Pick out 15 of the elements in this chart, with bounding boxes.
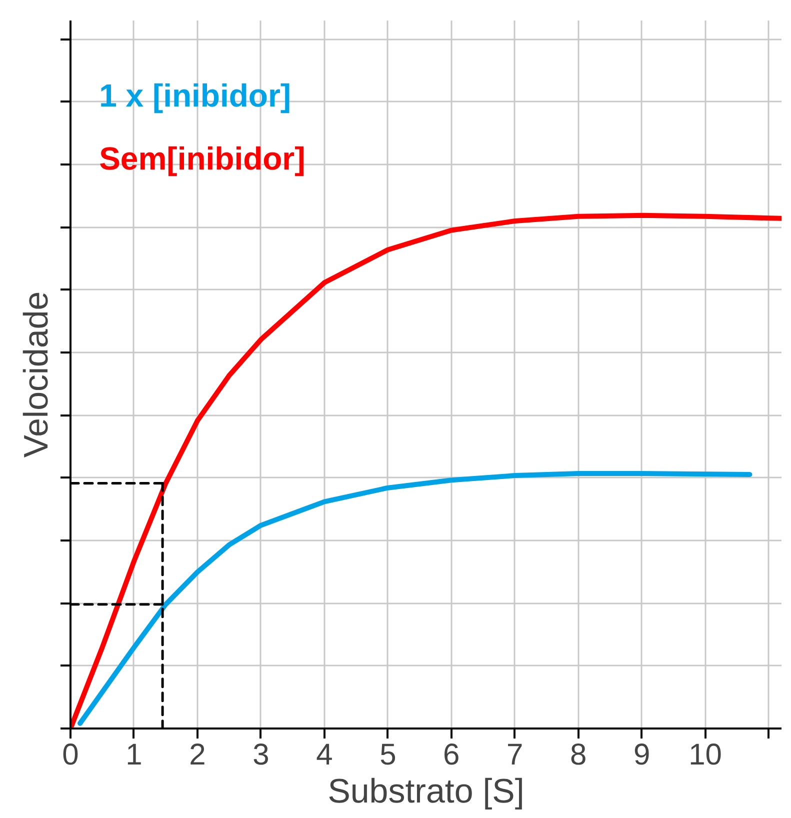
x-tick-label: 0 [62, 738, 79, 772]
x-tick-label: 10 [688, 738, 722, 772]
x-tick-label: 4 [316, 738, 333, 772]
x-tick-label: 2 [189, 738, 206, 772]
x-tick-label: 3 [252, 738, 270, 772]
x-tick-label: 9 [633, 738, 650, 772]
x-tick-label: 8 [570, 738, 587, 772]
text: 1 x [inibidor] [99, 78, 292, 114]
x-tick-label: 7 [506, 738, 524, 772]
text: Sem[inibidor] [99, 140, 306, 176]
x-axis-title: Substrato [S] [328, 772, 524, 810]
x-tick-label: 6 [443, 738, 460, 772]
x-tick-label: 1 [126, 738, 142, 772]
x-tick-label: 5 [380, 738, 396, 772]
y-axis-title: Velocidade [18, 291, 56, 458]
